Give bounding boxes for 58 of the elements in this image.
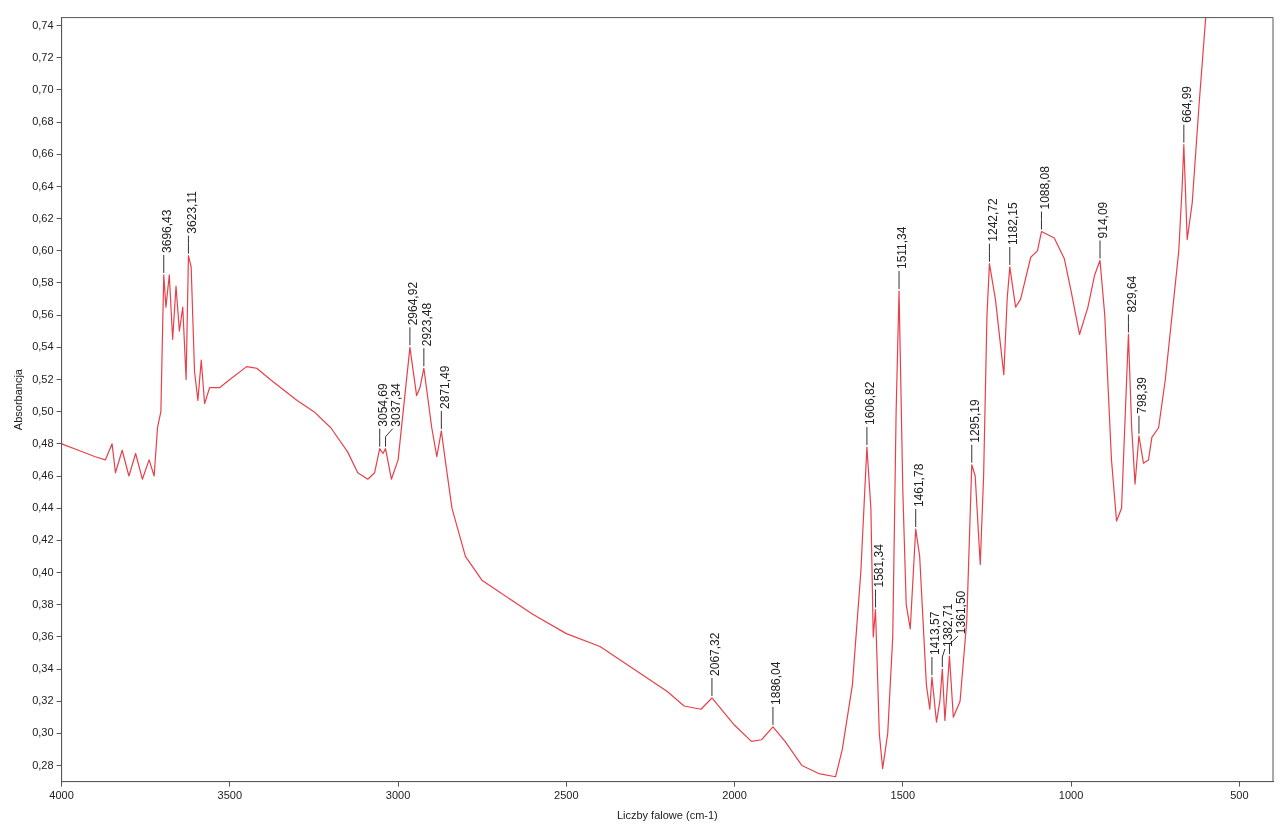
annotation: 1295,19 xyxy=(968,399,983,443)
y-tick-label: 0,58 xyxy=(32,276,54,289)
x-tick-label: 2000 xyxy=(722,789,747,802)
x-tick-label: 1000 xyxy=(1058,789,1084,802)
annotation: 1242,72 xyxy=(985,197,1000,242)
y-axis-title: Absorbancja xyxy=(11,368,24,431)
y-tick-label: 0,60 xyxy=(32,243,54,256)
annotation: 1511,34 xyxy=(895,226,910,270)
y-tick-label: 0,70 xyxy=(32,83,54,96)
y-tick-label: 0,64 xyxy=(32,179,54,192)
annotation: 1088,08 xyxy=(1037,165,1052,210)
y-tick-label: 0,38 xyxy=(32,597,54,610)
y-tick-label: 0,44 xyxy=(32,501,54,514)
y-tick-label: 0,36 xyxy=(32,629,54,642)
annotation: 664,99 xyxy=(1180,85,1195,123)
y-tick-label: 0,40 xyxy=(32,565,54,578)
annotation: 3623,11 xyxy=(184,190,199,234)
annotation: 2923,48 xyxy=(420,302,435,347)
annotation: 2964,92 xyxy=(406,281,421,326)
y-tick-label: 0,52 xyxy=(32,372,54,385)
annotation: 1413,57 xyxy=(928,611,943,656)
y-tick-label: 0,72 xyxy=(32,50,54,63)
y-tick-label: 0,54 xyxy=(32,340,54,353)
annotation: 2871,49 xyxy=(437,365,452,409)
annotation: 1382,71 xyxy=(941,603,956,648)
y-tick-label: 0,50 xyxy=(32,404,54,417)
x-tick-label: 1500 xyxy=(890,789,916,802)
y-tick-label: 0,30 xyxy=(32,726,54,739)
y-tick-label: 0,28 xyxy=(32,758,54,771)
x-tick-label: 500 xyxy=(1230,789,1249,802)
x-tick-label: 2500 xyxy=(554,789,579,802)
y-tick-label: 0,48 xyxy=(32,436,54,449)
x-tick-label: 3500 xyxy=(217,789,243,802)
y-tick-label: 0,74 xyxy=(32,18,54,31)
x-axis-title: Liczby falowe (cm-1) xyxy=(616,809,718,822)
annotation: 1182,15 xyxy=(1006,202,1021,245)
annotation: 1581,34 xyxy=(871,543,886,588)
annotation: 829,64 xyxy=(1124,275,1139,313)
annotation: 3054,69 xyxy=(376,382,391,427)
y-tick-label: 0,56 xyxy=(32,308,54,321)
annotation: 3037,34 xyxy=(389,382,404,427)
annotation: 1361,50 xyxy=(954,590,969,635)
y-tick-label: 0,34 xyxy=(32,662,54,675)
y-tick-label: 0,32 xyxy=(32,694,54,707)
y-tick-label: 0,66 xyxy=(32,147,54,160)
y-tick-label: 0,46 xyxy=(32,469,54,482)
y-tick-label: 0,68 xyxy=(32,115,54,128)
annotation: 798,39 xyxy=(1135,376,1150,414)
annotation: 1606,82 xyxy=(863,381,878,426)
annotation: 2067,32 xyxy=(708,632,723,676)
annotation: 1886,04 xyxy=(769,661,784,705)
y-tick-label: 0,62 xyxy=(32,211,54,224)
annotation: 1461,78 xyxy=(912,463,927,508)
y-tick-label: 0,42 xyxy=(32,533,54,546)
annotation: 914,09 xyxy=(1096,201,1111,239)
x-tick-label: 4000 xyxy=(49,789,74,802)
annotation: 3696,43 xyxy=(160,209,175,253)
x-tick-label: 3000 xyxy=(385,789,411,802)
